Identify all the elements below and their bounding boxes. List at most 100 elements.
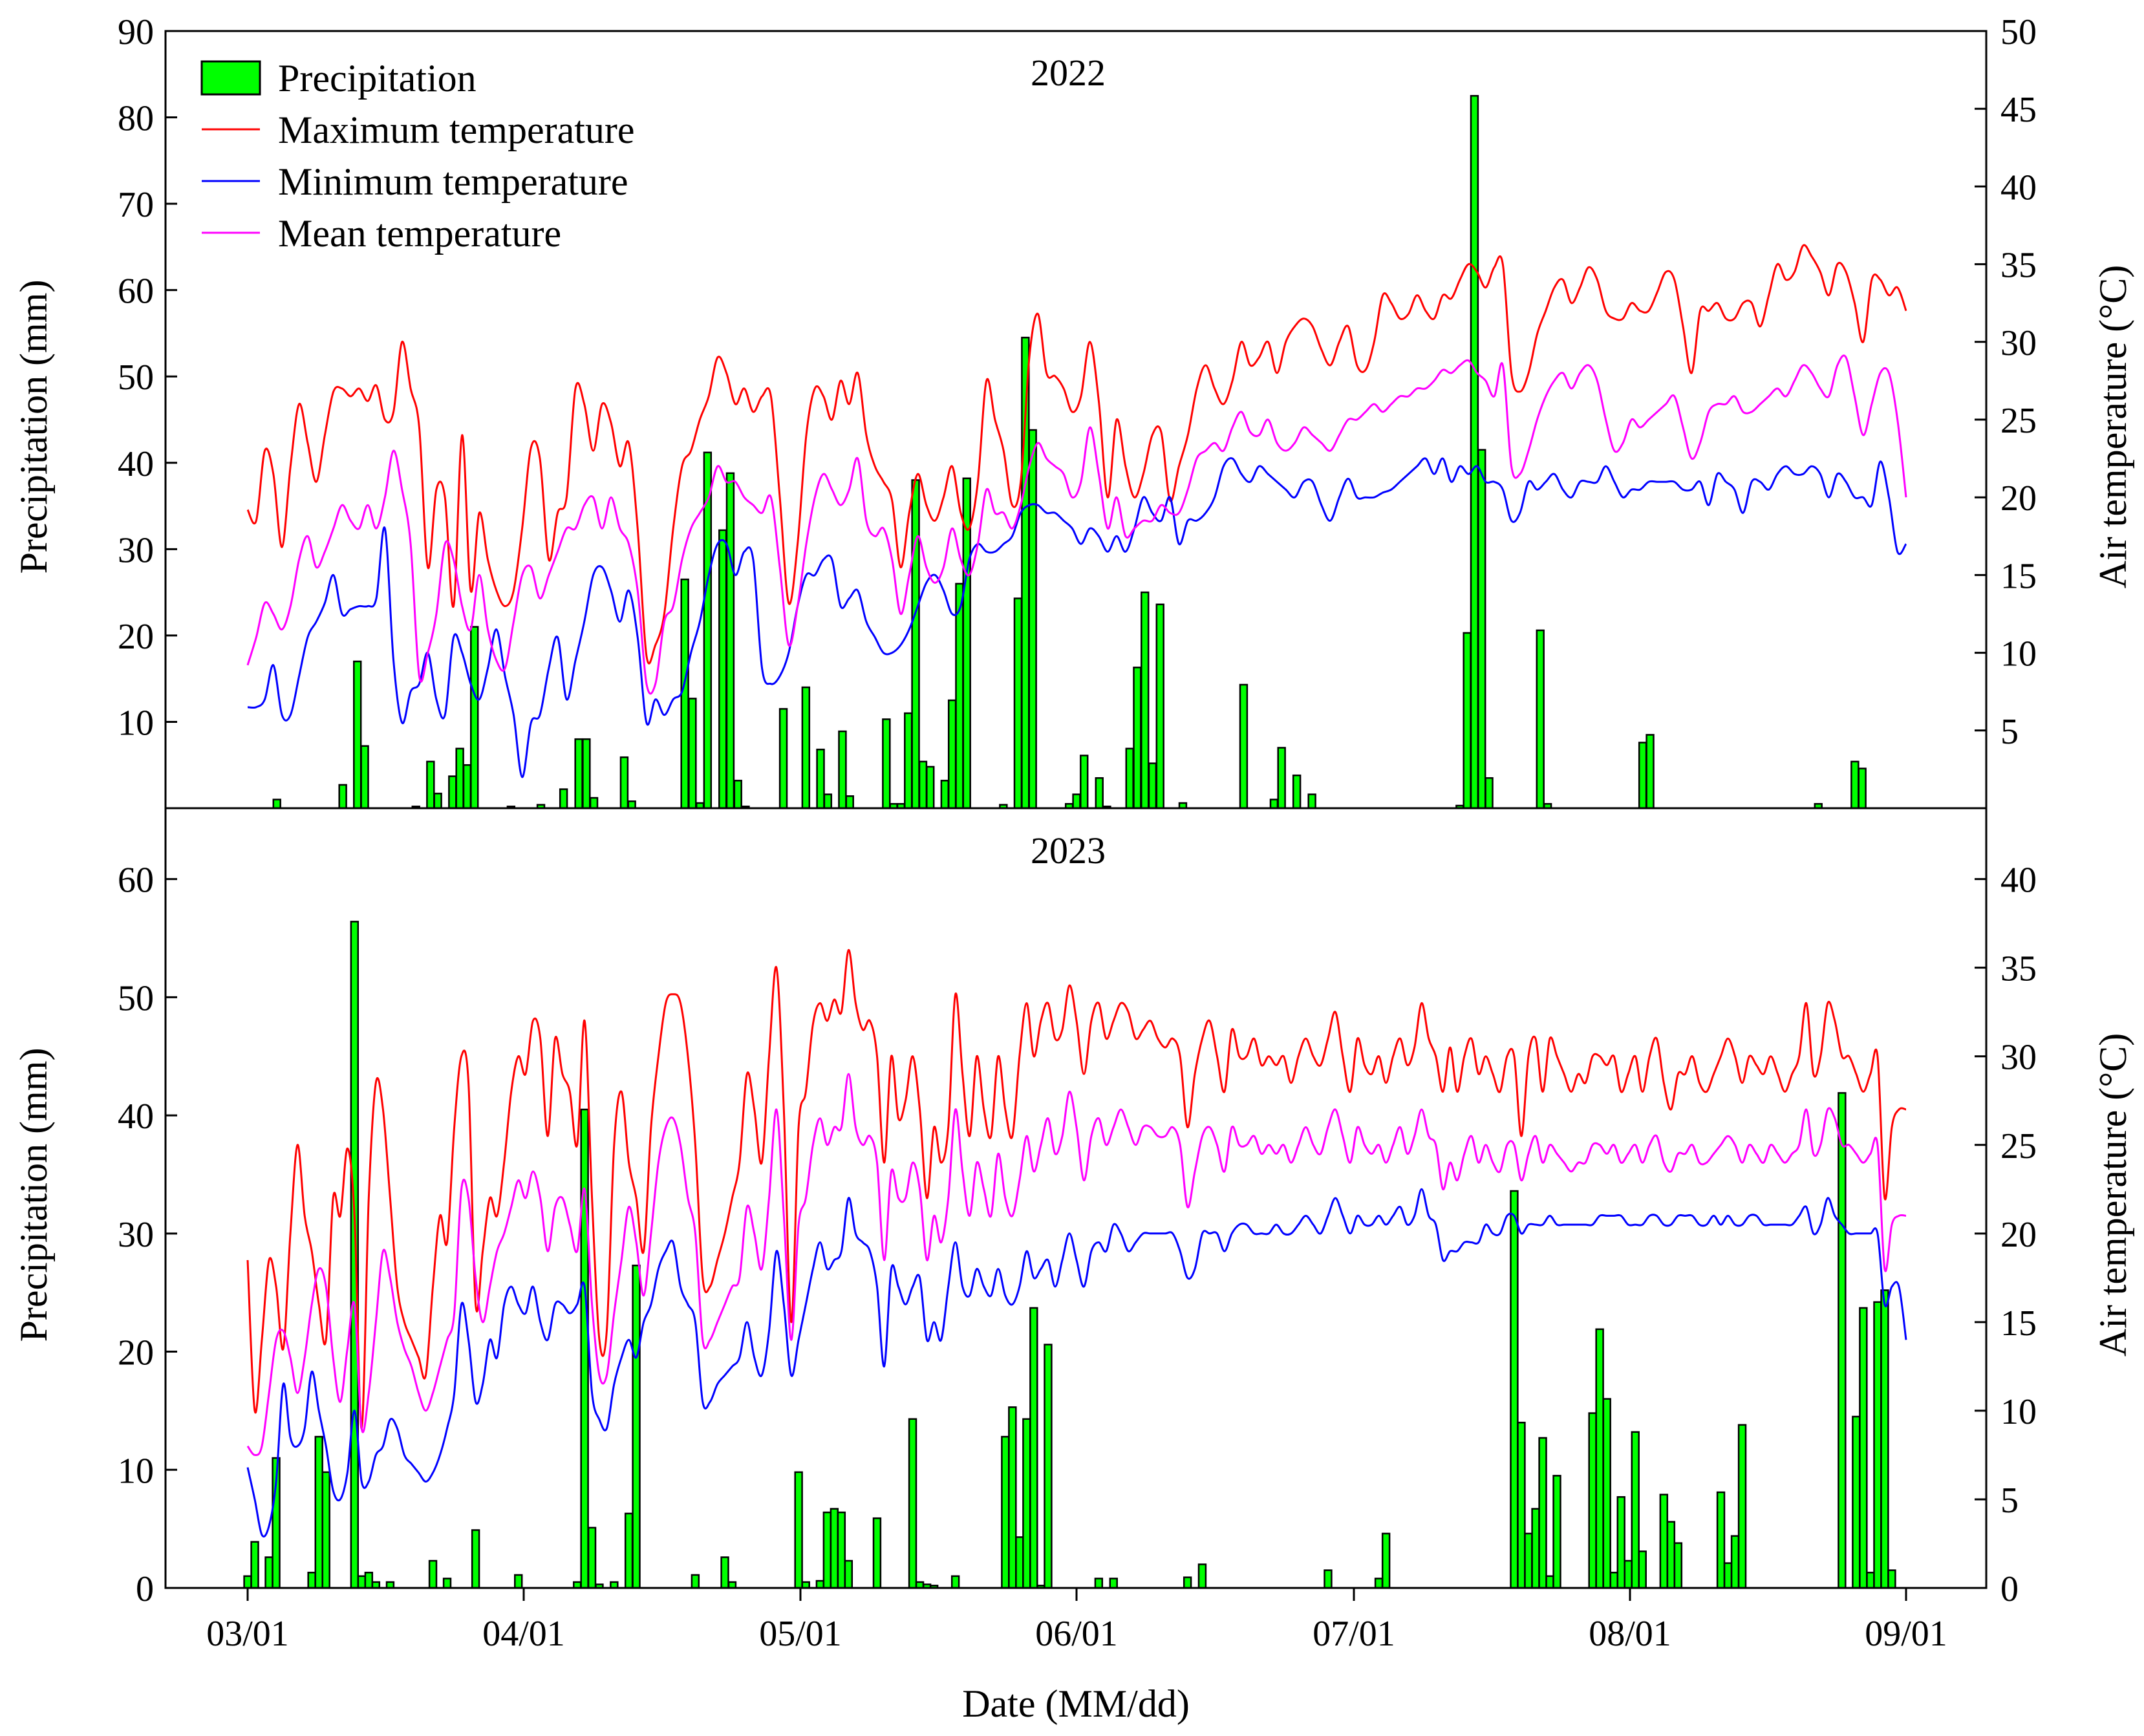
precip-bar-2023-34: [872, 1517, 882, 1589]
y-right-tick-label-2023-10: 10: [2000, 1392, 2037, 1432]
precip-bar-2023-12: [428, 1559, 438, 1589]
precip-bar-2022-120: [1133, 667, 1142, 809]
precip-bar-2023-70: [1666, 1521, 1676, 1589]
precip-bar-2023-62: [1595, 1328, 1604, 1589]
precip-bar-2022-123: [1155, 603, 1164, 809]
precip-bar-2023-63: [1602, 1398, 1611, 1589]
y-right-tick-label-2022-10: 10: [2000, 634, 2037, 674]
precip-bar-2022-45: [574, 738, 583, 809]
y-right-tick-label-2023-30: 30: [2000, 1038, 2037, 1078]
precip-bar-2023-29: [815, 1580, 825, 1589]
panel-title-2023: 2023: [1031, 830, 1106, 872]
x-tick-label-08/01: 08/01: [1589, 1614, 1671, 1654]
temperature-lines-layer: [246, 244, 1907, 1538]
precip-bar-2022-94: [940, 780, 950, 809]
precip-bar-2023-69: [1659, 1494, 1669, 1589]
precip-bar-2023-59: [1545, 1575, 1554, 1589]
y-right-tick-label-2022-40: 40: [2000, 167, 2037, 208]
precip-bar-2022-31: [470, 626, 479, 809]
precip-bar-2022-89: [904, 712, 913, 809]
y-right-tick-label-2023-0: 0: [2000, 1569, 2019, 1609]
precip-bar-2023-55: [1517, 1421, 1526, 1589]
precip-bar-2022-64: [718, 529, 727, 809]
precip-bar-2022-60: [688, 698, 697, 809]
precip-bar-2022-43: [559, 788, 568, 809]
precip-bar-2023-15: [514, 1574, 523, 1589]
precip-bar-2023-8: [357, 1575, 367, 1589]
y-left-tick-label-2023-20: 20: [118, 1333, 154, 1373]
y-right-tick-label-2023-5: 5: [2000, 1481, 2019, 1521]
tmax-line-2023: [246, 948, 1907, 1430]
precip-bar-2022-218: [1858, 767, 1867, 809]
legend-label-minimum: Minimum temperature: [278, 160, 628, 203]
precip-bar-2023-32: [837, 1511, 846, 1589]
y-right-tick-label-2022-15: 15: [2000, 556, 2037, 596]
precip-bar-2022-51: [619, 756, 629, 809]
precip-bar-2023-4: [307, 1571, 316, 1589]
x-tick-label-03/01: 03/01: [206, 1614, 289, 1654]
precip-bar-2022-164: [1463, 632, 1472, 809]
precip-bar-2022-134: [1239, 683, 1249, 809]
precip-bar-2023-56: [1524, 1532, 1533, 1589]
precip-bar-2022-78: [823, 793, 833, 809]
x-tick-label-05/01: 05/01: [759, 1614, 842, 1654]
tmean-line-2022: [246, 354, 1907, 695]
precip-bar-2023-40: [1001, 1435, 1010, 1589]
y-right-title-2022: Air temperature (°C): [2092, 265, 2134, 588]
precip-bar-2022-81: [845, 795, 854, 809]
precip-bar-2022-28: [448, 775, 457, 809]
y-right-tick-label-2022-35: 35: [2000, 246, 2037, 286]
y-left-title-2022: Precipitation (mm): [12, 280, 55, 574]
y-left-tick-label-2023-40: 40: [118, 1097, 154, 1137]
precip-bar-2022-139: [1277, 747, 1286, 809]
precip-bar-2023-0: [243, 1575, 252, 1589]
precip-bar-2023-6: [321, 1471, 330, 1589]
precip-bar-2022-91: [918, 760, 928, 809]
precip-bar-2022-90: [911, 479, 920, 809]
y-left-tick-label-2022-40: 40: [118, 444, 154, 484]
y-right-tick-label-2023-40: 40: [2000, 861, 2037, 901]
precip-bar-2023-78: [1859, 1307, 1868, 1589]
precip-bar-2023-1: [250, 1541, 259, 1589]
precip-bar-2022-138: [1269, 798, 1279, 809]
precip-bar-2023-50: [1197, 1563, 1207, 1589]
precip-bar-2022-95: [947, 699, 957, 809]
precip-bar-2022-30: [462, 764, 472, 809]
plot-frame: [164, 30, 1988, 1589]
precip-bar-2022-113: [1080, 755, 1089, 809]
y-left-tick-label-2023-30: 30: [118, 1215, 154, 1255]
panel-title-2022: 2022: [1031, 52, 1106, 94]
precip-bar-2022-15: [353, 660, 362, 809]
precip-bar-2022-25: [426, 760, 435, 809]
precip-bar-2023-54: [1510, 1190, 1519, 1589]
y-right-tick-label-2023-35: 35: [2000, 949, 2037, 989]
precip-bar-2023-27: [794, 1471, 803, 1589]
x-tick-label-06/01: 06/01: [1035, 1614, 1118, 1654]
y-left-tick-label-2022-90: 90: [118, 12, 154, 52]
precip-bar-2023-53: [1381, 1532, 1391, 1589]
precip-bar-2022-217: [1850, 760, 1860, 809]
precip-bar-2023-24: [691, 1574, 700, 1589]
precip-bar-2023-7: [350, 921, 359, 1589]
y-left-tick-label-2022-10: 10: [118, 703, 154, 743]
legend-label-precipitation: Precipitation: [278, 57, 477, 100]
precip-bar-2022-104: [1013, 597, 1023, 809]
x-axis-title: Date (MM/dd): [962, 1682, 1190, 1725]
precip-bar-2022-189: [1646, 734, 1655, 809]
y-left-tick-label-2022-80: 80: [118, 99, 154, 139]
precip-bar-2023-48: [1109, 1578, 1118, 1589]
precip-bar-2023-66: [1624, 1559, 1633, 1589]
y-left-title-2023: Precipitation (mm): [12, 1048, 55, 1342]
precip-bar-2022-115: [1095, 777, 1104, 809]
precip-bar-2022-167: [1485, 777, 1494, 809]
x-tick-label-07/01: 07/01: [1313, 1614, 1395, 1654]
precip-bar-2022-174: [1536, 629, 1545, 809]
precip-bar-2022-122: [1148, 762, 1157, 809]
precip-bar-2022-119: [1125, 747, 1134, 809]
precip-bar-2023-35: [908, 1418, 917, 1589]
precip-bar-2023-30: [822, 1511, 832, 1589]
precip-bar-2022-72: [778, 708, 788, 809]
precip-bar-2023-61: [1588, 1412, 1597, 1589]
y-right-tick-label-2022-50: 50: [2000, 12, 2037, 52]
precip-bar-2023-72: [1716, 1491, 1726, 1589]
